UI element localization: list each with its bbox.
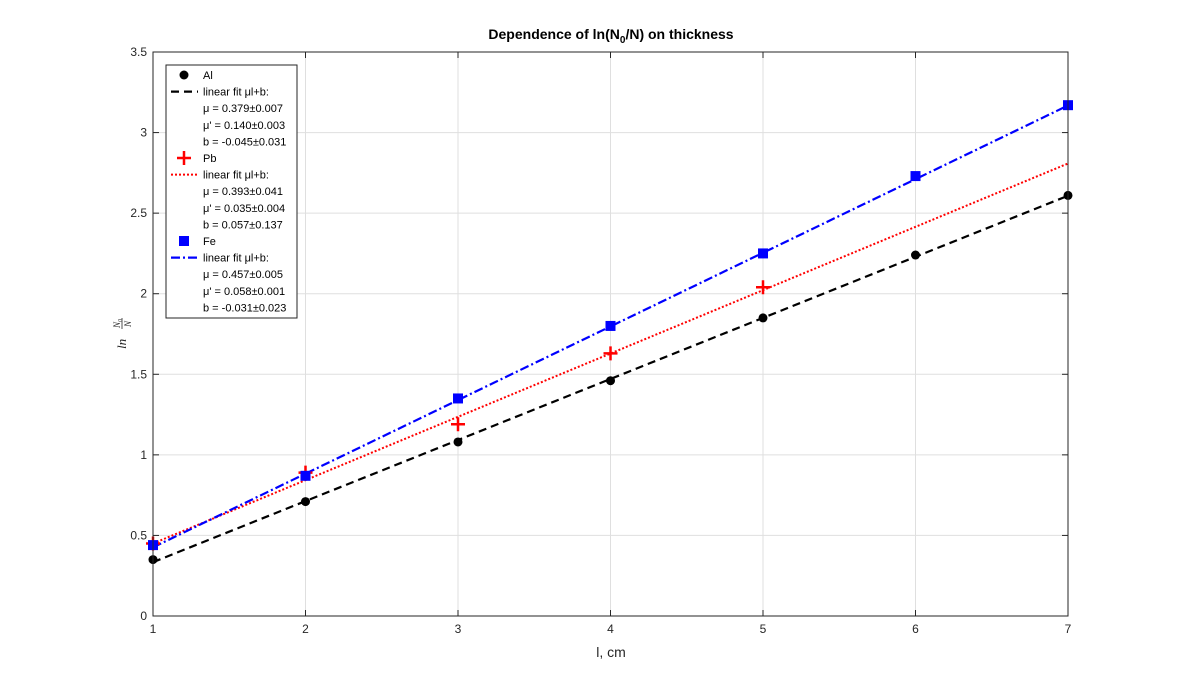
legend-marker — [177, 151, 191, 165]
svg-text:Dependence of ln(N0/N) on thic: Dependence of ln(N0/N) on thickness — [488, 26, 733, 46]
legend-fit-param: μ' = 0.058±0.001 — [203, 286, 285, 298]
data-point — [605, 320, 616, 331]
data-point — [758, 248, 768, 259]
y-tick-label: 3 — [140, 126, 147, 140]
data-points — [146, 100, 1073, 565]
data-point — [758, 313, 768, 323]
legend-fit-param: μ = 0.457±0.005 — [203, 269, 283, 281]
svg-text:N0: N0 — [112, 319, 124, 329]
chart-title: Dependence of ln(N0/N) on thickness — [488, 26, 733, 46]
grid — [152, 51, 1069, 617]
legend-entry-label: Pb — [203, 153, 216, 165]
legend-entry-label: linear fit μl+b: — [203, 170, 269, 182]
data-point — [603, 346, 618, 361]
x-axis-label: l, cm — [596, 644, 626, 660]
data-point — [756, 280, 770, 295]
data-point — [453, 437, 463, 447]
legend-fit-param: μ' = 0.140±0.003 — [203, 120, 285, 132]
legend-entry-label: linear fit μl+b: — [203, 87, 269, 99]
data-point — [301, 497, 310, 507]
x-tick-label: 5 — [760, 622, 767, 636]
legend: Al linear fit μl+b: μ = 0.379±0.007 μ' = 0.… — [165, 64, 298, 319]
x-tick-label: 3 — [455, 622, 462, 636]
legend-marker — [179, 70, 189, 80]
legend-box — [165, 64, 298, 319]
legend-fit-param: b = -0.031±0.023 — [203, 302, 286, 314]
data-point — [910, 171, 921, 182]
x-tick-label: 2 — [302, 622, 309, 636]
x-tick-label: 4 — [607, 622, 614, 636]
axis-ticks: 1 2 3 4 5 6 7 0 0.5 1 1.5 2 2.5 3 3.5 — [130, 45, 1071, 636]
legend-fit-param: μ = 0.379±0.007 — [203, 103, 283, 115]
y-tick-label: 1 — [140, 448, 147, 462]
data-point — [451, 417, 465, 432]
x-tick-label: 7 — [1065, 622, 1072, 636]
y-tick-label: 1.5 — [130, 367, 147, 381]
svg-text:N: N — [123, 320, 133, 328]
legend-fit-param: b = -0.045±0.031 — [203, 136, 286, 148]
data-point — [606, 376, 615, 386]
y-tick-label: 2.5 — [130, 206, 147, 220]
data-point — [911, 250, 920, 260]
y-tick-label: 0 — [140, 609, 147, 623]
data-point — [453, 393, 463, 404]
legend-fit-param: b = 0.057±0.137 — [203, 219, 283, 231]
legend-fit-param: μ' = 0.035±0.004 — [203, 203, 285, 215]
svg-text:ln: ln — [114, 339, 129, 349]
y-axis-label: ln N0 N — [112, 318, 133, 349]
legend-fit-param: μ = 0.393±0.041 — [203, 186, 283, 198]
legend-entry-label: linear fit μl+b: — [203, 253, 269, 265]
x-tick-label: 6 — [912, 622, 919, 636]
y-tick-label: 0.5 — [130, 528, 147, 542]
x-tick-label: 1 — [150, 622, 157, 636]
y-tick-label: 2 — [140, 287, 147, 301]
y-tick-label: 3.5 — [130, 45, 147, 59]
data-point — [300, 470, 311, 481]
legend-entry-label: Fe — [203, 236, 216, 248]
legend-entry-label: Al — [203, 70, 213, 82]
legend-marker — [179, 236, 189, 246]
